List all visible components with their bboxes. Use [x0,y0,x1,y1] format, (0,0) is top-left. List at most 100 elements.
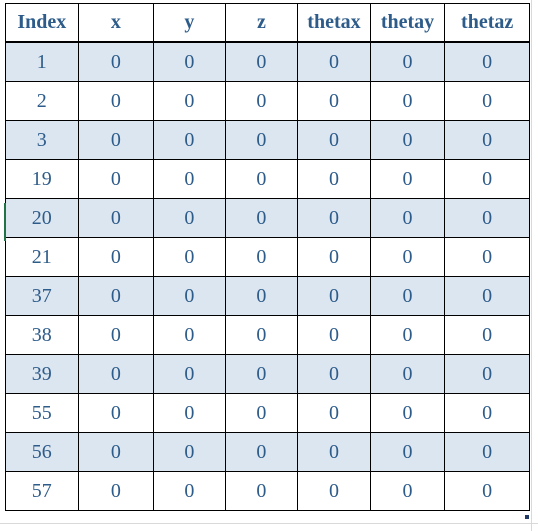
table-cell[interactable]: 0 [369,81,446,121]
table-cell[interactable]: 0 [224,315,299,355]
table-cell[interactable]: 0 [369,354,446,394]
table-cell[interactable]: 0 [297,159,371,199]
table-cell[interactable]: 0 [224,41,299,82]
table-cell[interactable]: 0 [153,471,226,511]
table-cell[interactable]: 0 [369,471,446,511]
table-cell[interactable]: 0 [224,393,299,433]
table-cell[interactable]: 0 [77,81,155,121]
table-cell[interactable]: 0 [224,198,299,238]
table-cell[interactable]: 0 [369,41,446,82]
table-row: 55 0 0 0 0 0 0 [5,393,530,433]
table-cell[interactable]: 0 [77,393,155,433]
table-cell[interactable]: 0 [369,237,446,277]
table-cell[interactable]: 0 [77,198,155,238]
fill-handle[interactable] [525,515,529,519]
active-cell-marker [4,203,6,241]
table-cell[interactable]: 0 [153,276,226,316]
column-header-y[interactable]: y [153,3,226,43]
table-cell[interactable]: 0 [224,471,299,511]
table-cell[interactable]: 0 [444,81,530,121]
column-header-x[interactable]: x [77,3,155,43]
table-cell[interactable]: 0 [153,159,226,199]
table-cell[interactable]: 0 [77,41,155,82]
table-cell[interactable]: 0 [444,276,530,316]
column-header-thetay[interactable]: thetay [369,3,446,43]
table-cell[interactable]: 0 [369,276,446,316]
table-cell[interactable]: 0 [444,393,530,433]
table-row: 3 0 0 0 0 0 0 [5,120,530,160]
table-cell[interactable]: 0 [153,315,226,355]
table-cell[interactable]: 0 [77,471,155,511]
column-header-z[interactable]: z [224,3,299,43]
table-cell[interactable]: 0 [297,198,371,238]
column-header-thetaz[interactable]: thetaz [444,3,530,43]
table-cell[interactable]: 0 [224,237,299,277]
table-cell[interactable]: 0 [444,315,530,355]
table-cell[interactable]: 0 [77,432,155,472]
table-cell[interactable]: 0 [297,237,371,277]
table-cell[interactable]: 0 [224,276,299,316]
table-cell[interactable]: 0 [224,354,299,394]
table-cell[interactable]: 0 [444,120,530,160]
table-cell[interactable]: 20 [5,198,79,238]
table-cell[interactable]: 0 [297,471,371,511]
table-cell[interactable]: 21 [5,237,79,277]
table-row: 37 0 0 0 0 0 0 [5,276,530,316]
table-cell[interactable]: 0 [153,237,226,277]
table-cell[interactable]: 37 [5,276,79,316]
table-cell[interactable]: 55 [5,393,79,433]
table-cell[interactable]: 19 [5,159,79,199]
table-cell[interactable]: 0 [444,432,530,472]
table-body: 1 0 0 0 0 0 0 2 0 0 0 0 0 0 3 0 0 0 [5,41,530,511]
table-cell[interactable]: 0 [153,354,226,394]
table-cell[interactable]: 0 [224,81,299,121]
table-cell[interactable]: 0 [369,159,446,199]
table-cell[interactable]: 2 [5,81,79,121]
table-cell[interactable]: 3 [5,120,79,160]
column-header-thetax[interactable]: thetax [297,3,371,43]
table-cell[interactable]: 0 [153,432,226,472]
table-cell[interactable]: 0 [153,393,226,433]
table-cell[interactable]: 0 [224,120,299,160]
table-row: 39 0 0 0 0 0 0 [5,354,530,394]
table-cell[interactable]: 56 [5,432,79,472]
table-cell[interactable]: 0 [77,276,155,316]
table-cell[interactable]: 0 [297,276,371,316]
table-cell[interactable]: 0 [297,432,371,472]
table-cell[interactable]: 0 [369,315,446,355]
table-cell[interactable]: 0 [297,393,371,433]
table-cell[interactable]: 0 [444,159,530,199]
table-cell[interactable]: 0 [224,159,299,199]
table-cell[interactable]: 0 [77,315,155,355]
table-row: 19 0 0 0 0 0 0 [5,159,530,199]
table-cell[interactable]: 0 [369,198,446,238]
table-cell[interactable]: 0 [153,81,226,121]
table-cell[interactable]: 0 [153,41,226,82]
table-row: 56 0 0 0 0 0 0 [5,432,530,472]
table-cell[interactable]: 1 [5,41,79,82]
table-cell[interactable]: 0 [444,237,530,277]
table-cell[interactable]: 0 [444,41,530,82]
table-cell[interactable]: 0 [297,81,371,121]
table-cell[interactable]: 0 [369,120,446,160]
column-header-index[interactable]: Index [5,3,79,43]
table-cell[interactable]: 57 [5,471,79,511]
table-cell[interactable]: 0 [444,471,530,511]
table-cell[interactable]: 0 [77,354,155,394]
table-cell[interactable]: 0 [77,159,155,199]
table-cell[interactable]: 0 [224,432,299,472]
table-cell[interactable]: 0 [369,432,446,472]
table-cell[interactable]: 0 [297,120,371,160]
table-cell[interactable]: 0 [444,354,530,394]
table-cell[interactable]: 0 [369,393,446,433]
table-cell[interactable]: 0 [153,120,226,160]
table-cell[interactable]: 0 [77,120,155,160]
table-cell[interactable]: 0 [444,198,530,238]
table-cell[interactable]: 39 [5,354,79,394]
table-cell[interactable]: 38 [5,315,79,355]
table-cell[interactable]: 0 [77,237,155,277]
table-cell[interactable]: 0 [297,354,371,394]
table-cell[interactable]: 0 [297,315,371,355]
table-cell[interactable]: 0 [297,41,371,82]
table-cell[interactable]: 0 [153,198,226,238]
